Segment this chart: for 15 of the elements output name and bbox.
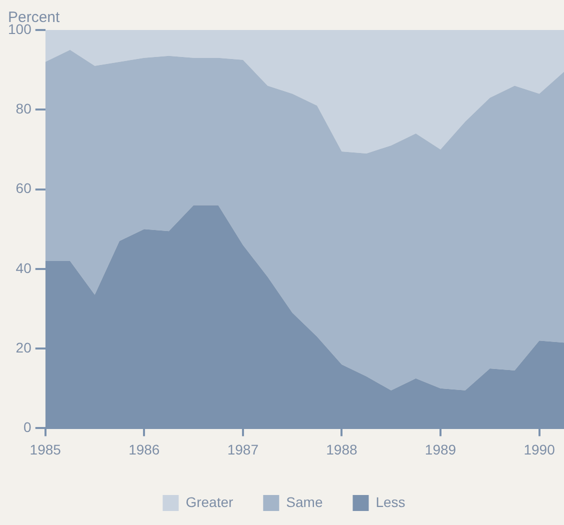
- y-tick-label: 0: [24, 419, 32, 436]
- x-tick-label: 1988: [326, 441, 358, 458]
- y-tick-label: 20: [16, 339, 32, 356]
- legend-label: Same: [286, 494, 323, 510]
- x-tick-label: 1986: [128, 441, 160, 458]
- y-tick-label: 80: [16, 100, 32, 116]
- y-tick-label: 100: [8, 20, 32, 37]
- legend-label: Greater: [186, 494, 234, 510]
- x-tick-label: 1987: [227, 441, 259, 458]
- y-tick-label: 40: [16, 260, 32, 276]
- legend-label: Less: [376, 494, 406, 510]
- x-tick-label: 1990: [524, 441, 556, 458]
- x-tick-label: 1985: [30, 441, 62, 458]
- y-tick-label: 60: [16, 180, 32, 196]
- x-tick-label: 1989: [424, 441, 456, 458]
